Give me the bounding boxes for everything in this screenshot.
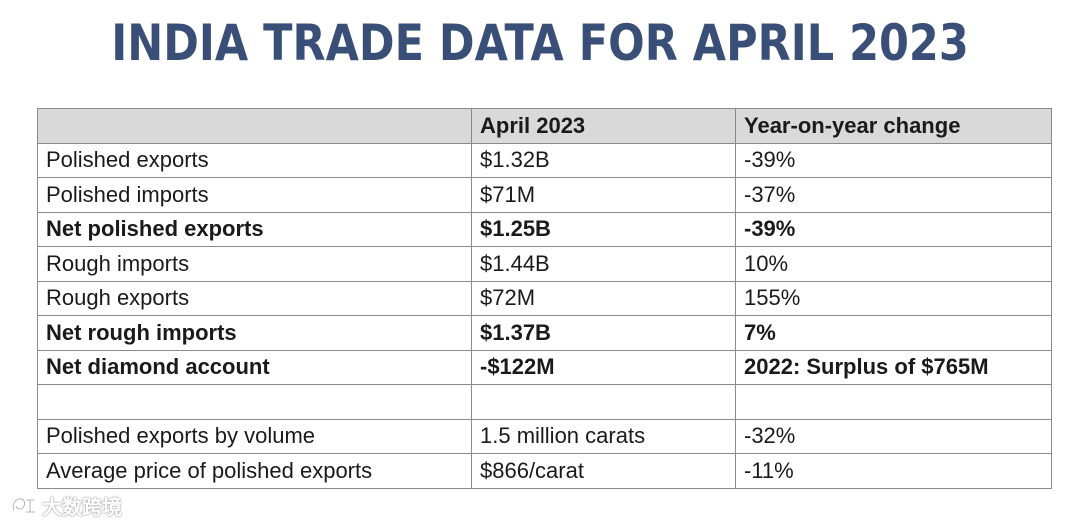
table-header-row: April 2023 Year-on-year change [37, 108, 1052, 144]
watermark-logo-icon [12, 497, 35, 514]
page-title: INDIA TRADE DATA FOR APRIL 2023 [111, 14, 969, 72]
row-value-cell: $72M [471, 280, 736, 316]
row-change-cell: -32% [735, 418, 1052, 454]
row-label-cell: Net polished exports [37, 211, 472, 247]
row-label-cell: Polished exports by volume [37, 418, 472, 454]
row-change-cell: 7% [735, 315, 1052, 351]
table-row: Rough imports $1.44B 10% [37, 246, 1052, 282]
row-change-cell: 2022: Surplus of $765M [735, 349, 1052, 385]
row-value-cell: -$122M [471, 349, 736, 385]
row-label-cell: Polished exports [37, 142, 472, 178]
row-label-cell [37, 384, 472, 420]
row-value-cell: 1.5 million carats [471, 418, 736, 454]
row-label-cell: Rough imports [37, 246, 472, 282]
row-change-cell: -39% [735, 142, 1052, 178]
row-value-cell: $1.37B [471, 315, 736, 351]
table-row: Net diamond account -$122M 2022: Surplus o… [37, 349, 1052, 385]
header-cell-april-2023: April 2023 [471, 108, 736, 144]
trade-table: April 2023 Year-on-year change Polished … [37, 108, 1052, 489]
table-row [37, 384, 1052, 420]
row-value-cell [471, 384, 736, 420]
row-change-cell: -11% [735, 453, 1052, 489]
header-cell-yoy-change: Year-on-year change [735, 108, 1052, 144]
row-change-cell: -39% [735, 211, 1052, 247]
row-change-cell: 10% [735, 246, 1052, 282]
watermark-text: 大数跨境 [42, 494, 122, 519]
row-label-cell: Rough exports [37, 280, 472, 316]
row-value-cell: $71M [471, 177, 736, 213]
table-row: Net rough imports $1.37B 7% [37, 315, 1052, 351]
row-change-cell: 155% [735, 280, 1052, 316]
row-value-cell: $1.32B [471, 142, 736, 178]
table-row: Average price of polished exports $866/ca… [37, 453, 1052, 489]
watermark: 大数跨境 [10, 490, 122, 520]
table-row: Polished exports by volume 1.5 million ca… [37, 418, 1052, 454]
row-value-cell: $1.44B [471, 246, 736, 282]
table-row: Polished exports $1.32B -39% [37, 142, 1052, 178]
table-row: Net polished exports $1.25B -39% [37, 211, 1052, 247]
table-row: Polished imports $71M -37% [37, 177, 1052, 213]
row-label-cell: Net rough imports [37, 315, 472, 351]
row-value-cell: $866/carat [471, 453, 736, 489]
row-change-cell: -37% [735, 177, 1052, 213]
row-value-cell: $1.25B [471, 211, 736, 247]
table-row: Rough exports $72M 155% [37, 280, 1052, 316]
row-change-cell [735, 384, 1052, 420]
row-label-cell: Average price of polished exports [37, 453, 472, 489]
header-cell-label [37, 108, 472, 144]
row-label-cell: Polished imports [37, 177, 472, 213]
row-label-cell: Net diamond account [37, 349, 472, 385]
